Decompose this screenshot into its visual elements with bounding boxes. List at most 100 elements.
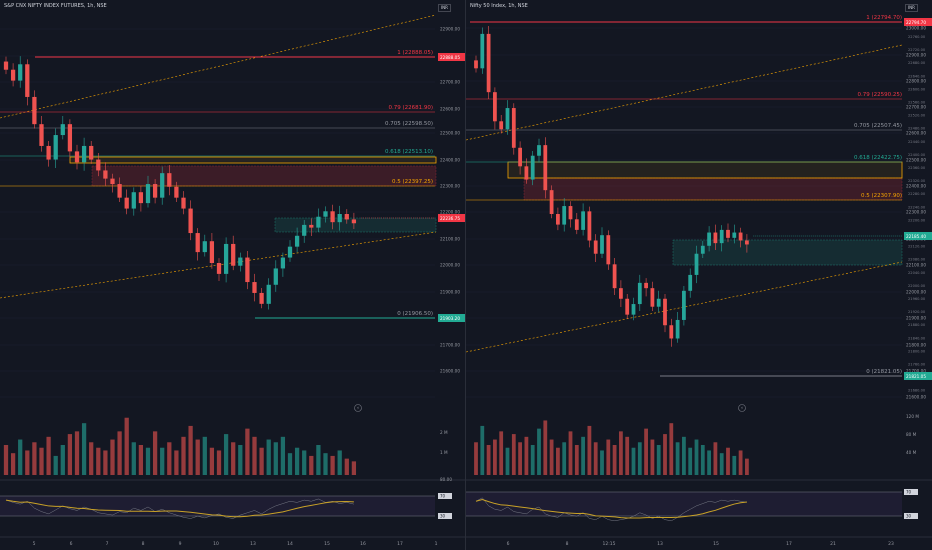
right-time-tick-label: 15 bbox=[713, 541, 719, 547]
right-volume-bar bbox=[486, 445, 491, 475]
left-candle-body bbox=[110, 178, 115, 185]
left-volume-bar bbox=[181, 436, 186, 475]
right-secondary-tick-label: 22080.00 bbox=[908, 258, 926, 262]
left-chart-pane[interactable]: 22900.0022800.0022700.0022600.0022500.00… bbox=[0, 0, 466, 550]
right-secondary-tick-label: 21880.00 bbox=[908, 323, 926, 327]
right-time-tick-label: 12:15 bbox=[603, 541, 616, 547]
left-volume-bar bbox=[231, 442, 236, 475]
right-chart-canvas[interactable]: 23000.00 22900.00 22800.00 22700.00 22600.00… bbox=[466, 0, 932, 550]
right-candle-body bbox=[700, 245, 705, 254]
left-volume-bar bbox=[280, 436, 286, 475]
right-rsi-tag: 70 bbox=[906, 490, 912, 495]
left-chart-canvas[interactable]: 22900.0022800.0022700.0022600.0022500.00… bbox=[0, 0, 466, 550]
left-candle-body bbox=[223, 243, 229, 274]
right-supply-zone bbox=[523, 177, 903, 201]
left-candle-body bbox=[181, 197, 186, 209]
right-volume-bar bbox=[675, 442, 680, 475]
left-price-tag: 21903.20 bbox=[440, 316, 460, 321]
right-candle-body bbox=[562, 206, 567, 225]
right-candle-body bbox=[587, 211, 592, 241]
left-candle-body bbox=[46, 145, 51, 160]
left-candle-body bbox=[195, 233, 200, 253]
right-volume-bar bbox=[549, 439, 554, 475]
left-price-tick-label: 22400.00 bbox=[440, 158, 460, 163]
left-volume-bar bbox=[18, 439, 23, 475]
left-candle-body bbox=[323, 211, 328, 217]
right-rsi-band bbox=[466, 492, 902, 516]
right-volume-bar bbox=[587, 425, 592, 475]
right-volume-bar bbox=[700, 445, 705, 475]
left-candle-body bbox=[145, 184, 151, 204]
right-secondary-tick-label: 22760.00 bbox=[908, 35, 926, 39]
left-candle-body bbox=[60, 124, 65, 136]
right-candle-body bbox=[612, 264, 617, 289]
right-volume-tick-label: 40 M bbox=[906, 450, 917, 455]
right-candle-body bbox=[568, 206, 573, 220]
left-fib-label-0: 1 (22888.05) bbox=[397, 50, 433, 56]
left-volume-bar bbox=[216, 450, 222, 475]
left-currency-tag[interactable]: INR bbox=[438, 4, 451, 12]
right-secondary-tick-label: 22640.00 bbox=[908, 74, 926, 78]
right-secondary-tick-label: 22440.00 bbox=[908, 140, 926, 144]
right-chart-pane[interactable]: 23000.00 22900.00 22800.00 22700.00 22600.00… bbox=[466, 0, 932, 550]
left-volume-bar bbox=[167, 442, 172, 475]
right-volume-bar bbox=[612, 445, 617, 475]
left-volume-bar bbox=[81, 423, 87, 475]
right-secondary-tick-label: 21680.00 bbox=[908, 389, 926, 393]
left-volume-bar bbox=[302, 450, 307, 475]
right-volume-bar bbox=[637, 442, 642, 475]
left-candle-body bbox=[294, 235, 300, 247]
right-price-tag-bg bbox=[904, 232, 932, 240]
right-trend-line-0 bbox=[466, 44, 903, 141]
left-rsi-tag-bg bbox=[438, 493, 452, 499]
left-time-tick-label: 1 bbox=[435, 541, 438, 547]
left-rsi-ma-line bbox=[5, 499, 354, 518]
left-fib-label-3: 0.618 (22513.10) bbox=[385, 149, 433, 155]
left-candle-body bbox=[337, 214, 342, 223]
right-secondary-tick-label: 22200.00 bbox=[908, 218, 926, 222]
right-currency-tag[interactable]: INR bbox=[905, 4, 918, 12]
left-volume-bar bbox=[25, 450, 30, 475]
left-candle-body bbox=[287, 246, 293, 258]
left-volume-bar bbox=[60, 445, 65, 475]
left-candle-body bbox=[202, 241, 207, 253]
left-rsi-tag-bg bbox=[438, 513, 452, 519]
left-rsi-tag: 30 bbox=[440, 514, 446, 519]
left-candle-body bbox=[273, 268, 278, 285]
right-volume-tick-label: 120 M bbox=[906, 414, 919, 419]
right-volume-bar bbox=[480, 425, 485, 475]
left-volume-bar bbox=[103, 450, 108, 475]
right-volume-bar bbox=[732, 455, 737, 475]
left-volume-tick-label: 1 M bbox=[440, 450, 448, 455]
right-candle-body bbox=[688, 274, 693, 291]
right-volume-bar bbox=[600, 450, 604, 475]
left-candle-body bbox=[39, 124, 44, 146]
left-candle-body bbox=[103, 170, 108, 179]
left-volume-bar bbox=[195, 439, 200, 475]
left-volume-bar bbox=[309, 455, 314, 475]
right-volume-bar bbox=[688, 447, 693, 475]
left-event-marker-glyph: ⚡ bbox=[357, 406, 360, 411]
left-volume-bar bbox=[330, 455, 335, 475]
right-fib-label-4: 0.5 (22307.90) bbox=[861, 193, 902, 199]
right-event-marker-icon bbox=[738, 404, 746, 412]
right-secondary-tick-label: 22560.00 bbox=[908, 101, 926, 105]
left-volume-bar bbox=[337, 450, 342, 475]
right-time-tick-label: 17 bbox=[786, 541, 792, 547]
right-candle-body bbox=[713, 232, 718, 244]
right-candle-body bbox=[543, 145, 548, 191]
right-volume-bar bbox=[650, 439, 655, 475]
right-price-tag: 22185.40 bbox=[906, 234, 926, 239]
right-volume-bar bbox=[656, 445, 661, 475]
right-secondary-tick-label: 22240.00 bbox=[908, 205, 926, 209]
right-fib-label-0: 1 (22794.70) bbox=[866, 15, 902, 21]
left-volume-bar bbox=[3, 445, 9, 475]
left-volume-bar bbox=[67, 434, 73, 475]
left-event-marker-icon bbox=[354, 404, 362, 412]
right-secondary-tick-label: 21840.00 bbox=[908, 336, 926, 340]
right-secondary-tick-label: 22320.00 bbox=[908, 179, 926, 183]
right-rsi-tag: 30 bbox=[906, 514, 912, 519]
right-candle-body bbox=[499, 121, 504, 130]
right-candle-body bbox=[719, 229, 724, 244]
left-price-tick-label: 21900.00 bbox=[440, 290, 460, 295]
